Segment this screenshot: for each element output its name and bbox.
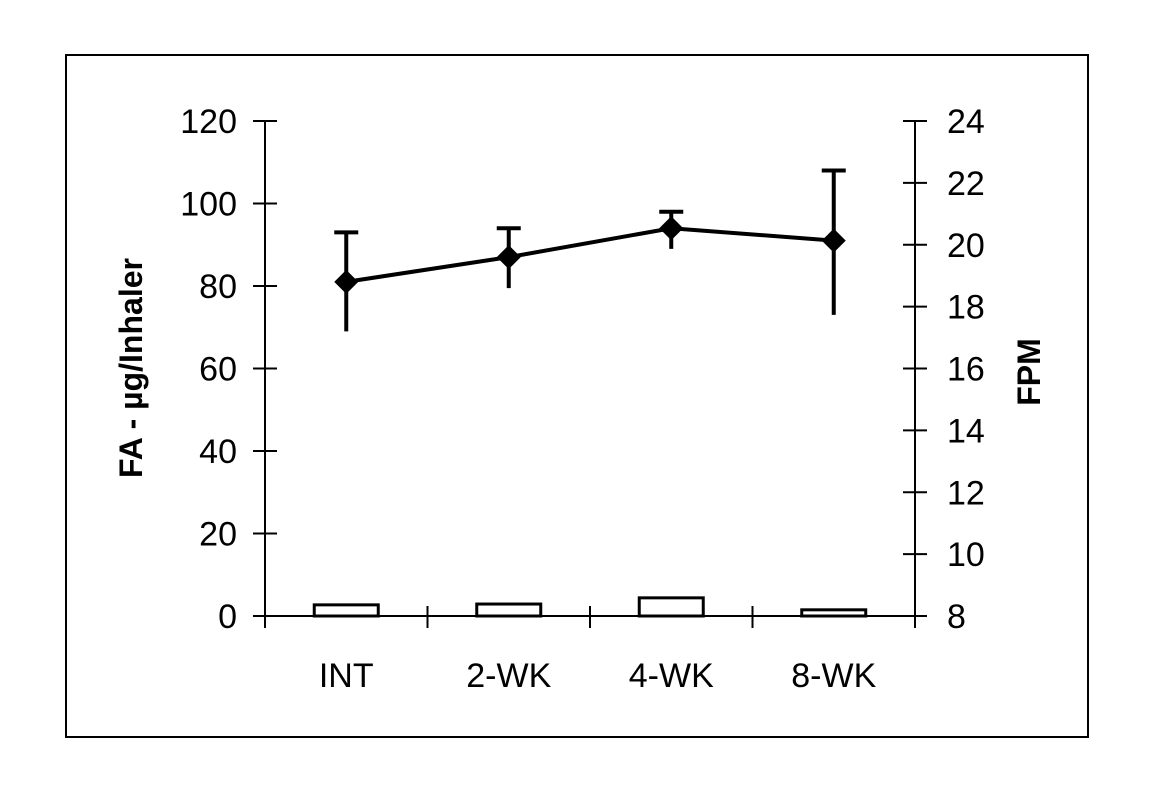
right-axis-tick-label: 16 — [947, 351, 985, 389]
fpm-bar — [800, 608, 868, 618]
right-axis-tick-label: 12 — [947, 474, 985, 512]
diamond-marker — [334, 269, 359, 294]
diamond-marker — [496, 245, 521, 270]
fa-line-series — [334, 168, 846, 332]
left-axis-title: FA - µg/Inhaler — [113, 258, 149, 478]
x-axis-category-label: 2-WK — [466, 657, 551, 695]
fpm-bar — [312, 603, 380, 618]
left-axis-tick-label: 80 — [199, 268, 237, 306]
diamond-marker — [821, 228, 846, 253]
axis-labels: 0 20 40 60 80 100 120 8 10 12 14 16 18 20 22 24 INT 2-WK 4… — [113, 103, 1047, 695]
diamond-marker — [659, 216, 684, 241]
x-axis-category-label: 4-WK — [629, 657, 714, 695]
fpm-bar — [475, 602, 543, 618]
right-axis-tick-label: 20 — [947, 227, 985, 265]
left-axis-tick-label: 20 — [199, 516, 237, 554]
right-axis-tick-label: 18 — [947, 289, 985, 327]
fa-line — [345, 226, 834, 284]
left-axis-tick-label: 120 — [180, 103, 237, 141]
right-axis-title: FPM — [1011, 338, 1047, 406]
left-axis-tick-label: 0 — [218, 598, 237, 636]
x-axis-category-label: 8-WK — [791, 657, 876, 695]
left-axis-tick-label: 100 — [180, 186, 237, 224]
left-axis-tick-label: 60 — [199, 351, 237, 389]
right-axis-tick-label: 24 — [947, 103, 985, 141]
right-axis-tick-label: 10 — [947, 536, 985, 574]
fpm-bars — [312, 596, 868, 618]
x-axis-category-label: INT — [319, 657, 374, 695]
fpm-bar — [637, 596, 705, 618]
right-axis-tick-label: 14 — [947, 412, 985, 450]
axes — [253, 120, 927, 628]
chart-frame — [65, 54, 1089, 738]
right-axis-tick-label: 8 — [947, 598, 966, 636]
left-axis-tick-label: 40 — [199, 433, 237, 471]
right-axis-tick-label: 22 — [947, 165, 985, 203]
